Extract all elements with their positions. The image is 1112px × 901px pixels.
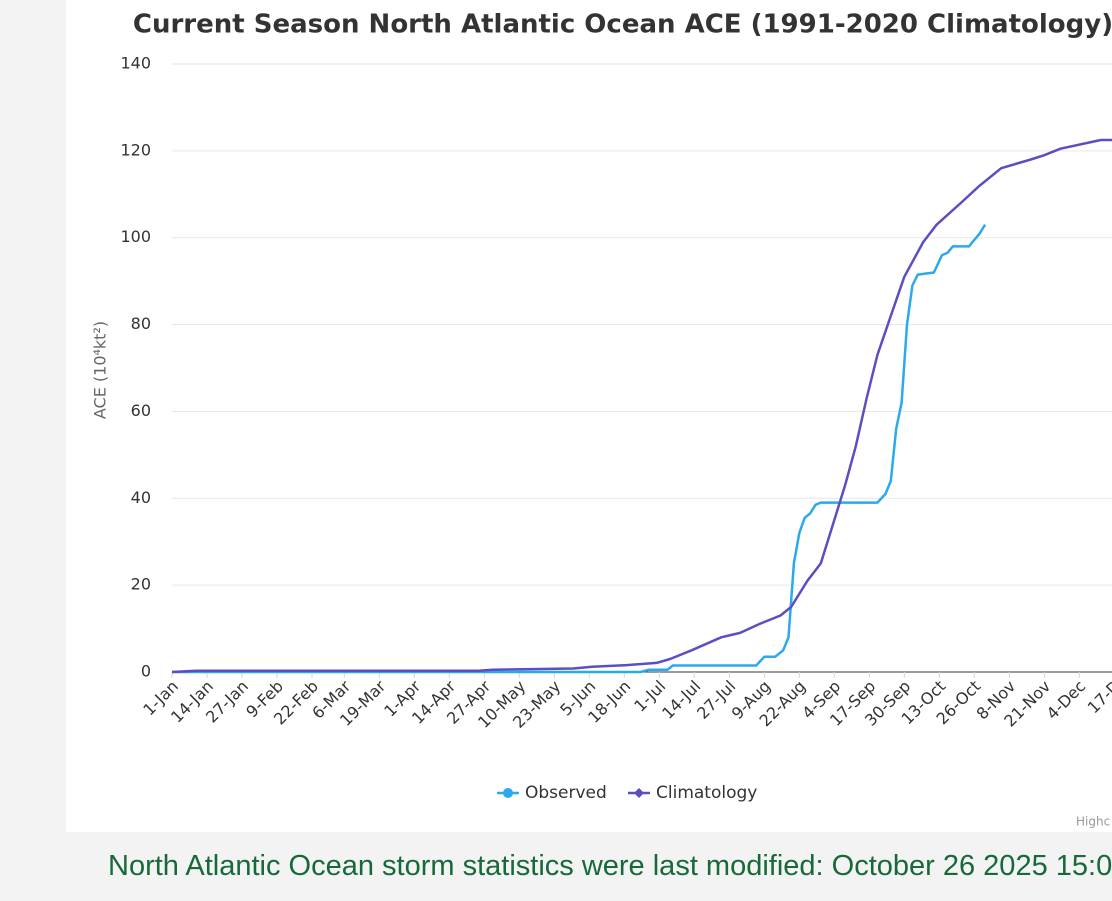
y-tick-label: 80 xyxy=(131,314,151,333)
credit: Highc xyxy=(1076,815,1110,829)
y-tick-label: 20 xyxy=(131,575,151,594)
y-tick-label: 120 xyxy=(120,140,151,159)
legend-item: Climatology xyxy=(628,783,757,803)
x-tick-label: 27-Jul xyxy=(693,677,739,723)
chart-title: Current Season North Atlantic Ocean ACE … xyxy=(133,10,1112,40)
y-tick-label: 100 xyxy=(120,227,151,246)
y-tick-label: 0 xyxy=(141,662,151,681)
y-tick-label: 140 xyxy=(120,54,151,73)
legend-marker xyxy=(503,788,513,798)
legend-marker xyxy=(634,788,644,798)
chart: Current Season North Atlantic Ocean ACE … xyxy=(91,10,1112,829)
y-tick-label: 60 xyxy=(131,401,151,420)
x-tick-label: 14-Jul xyxy=(658,677,704,723)
legend-label: Climatology xyxy=(656,783,757,803)
footer-text: North Atlantic Ocean storm statistics we… xyxy=(108,850,1112,882)
y-axis-label: ACE (10⁴kt²) xyxy=(91,321,110,419)
y-tick-label: 40 xyxy=(131,488,151,507)
series-line xyxy=(171,138,1112,674)
legend-item: Observed xyxy=(497,783,607,803)
x-tick-label: 17-D xyxy=(1084,677,1112,718)
x-tick-label: 4-Dec xyxy=(1043,677,1090,724)
legend-label: Observed xyxy=(525,783,607,803)
series-line xyxy=(172,224,987,674)
chart-panel xyxy=(66,0,1112,832)
